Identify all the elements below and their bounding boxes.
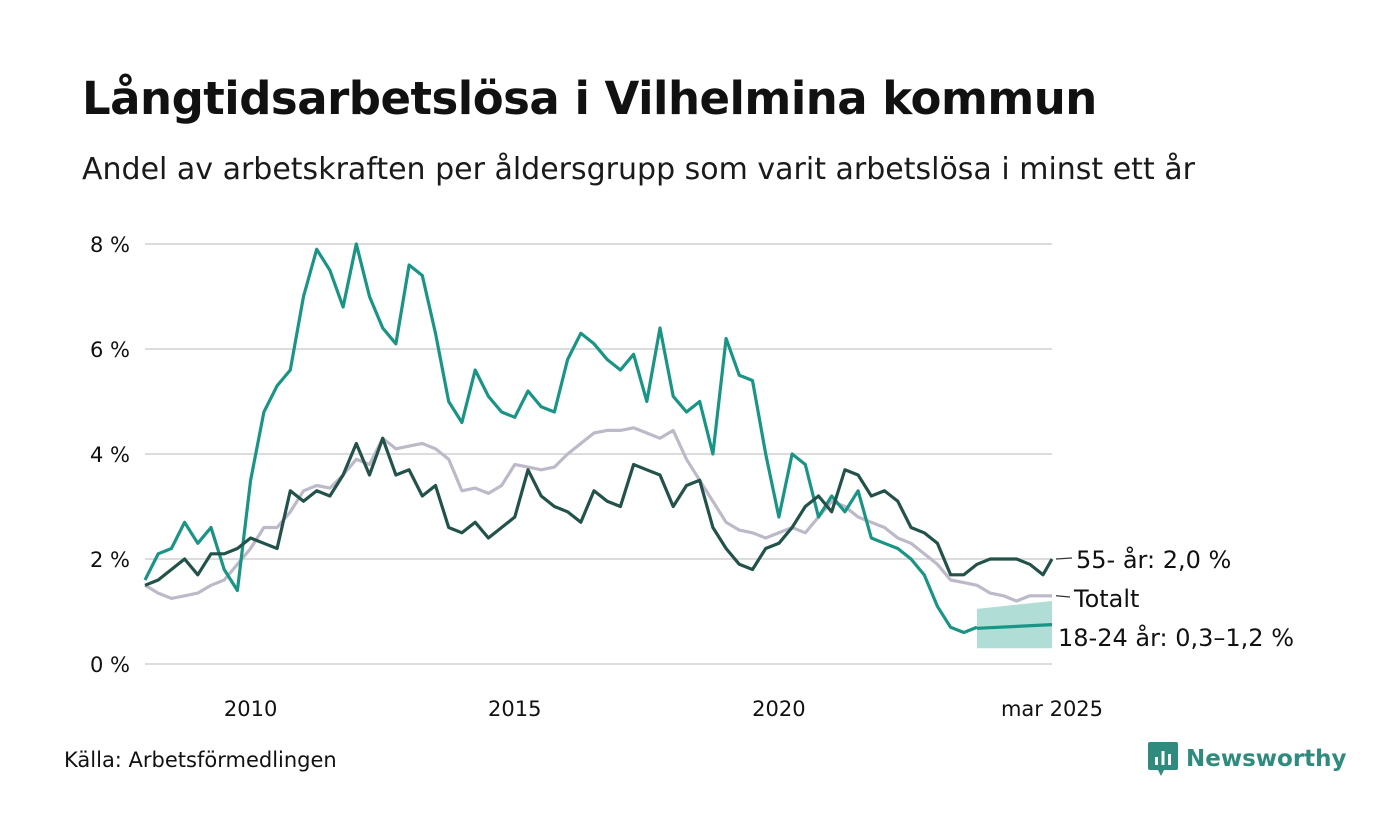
chart-subtitle: Andel av arbetskraften per åldersgrupp s… [82,152,1195,187]
series-end-label: 55- år: 2,0 % [1076,545,1231,574]
series-end-label: Totalt [1073,585,1139,613]
y-tick-label: 6 % [90,338,130,362]
newsworthy-logo-icon [1148,742,1178,776]
y-tick-label: 4 % [90,443,130,467]
x-tick-label: 2020 [752,697,805,721]
y-tick-label: 8 % [90,233,130,257]
y-tick-label: 0 % [90,653,130,677]
series-line-totalt [144,426,1052,603]
source-note: Källa: Arbetsförmedlingen [64,748,337,772]
estimate-band-18-24 [976,601,1052,649]
label-leader [1055,557,1073,560]
brand-logo: Newsworthy [1148,742,1347,776]
y-tick-label: 2 % [90,548,130,572]
series-end-label: 18-24 år: 0,3–1,2 % [1058,623,1294,652]
x-tick-label: mar 2025 [1001,697,1103,721]
series-line-18-24-r [143,242,978,635]
estimate-line-18-24 [976,623,1053,630]
label-leader [1055,595,1071,598]
chart-title: Långtidsarbetslösa i Vilhelmina kommun [82,72,1097,125]
series-line-55-r [144,436,1054,587]
brand-name: Newsworthy [1186,746,1347,772]
x-tick-label: 2010 [224,697,277,721]
x-tick-label: 2015 [488,697,541,721]
